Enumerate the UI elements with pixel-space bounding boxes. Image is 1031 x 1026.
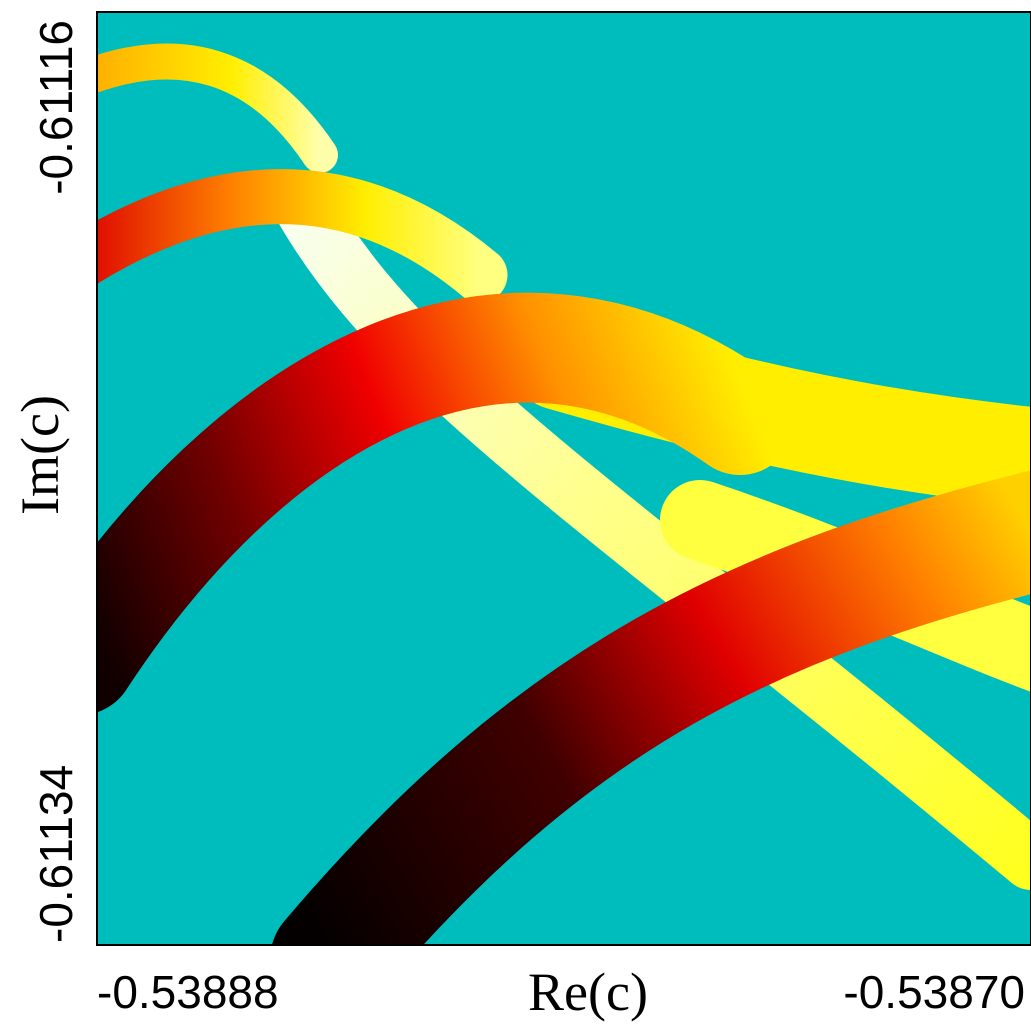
x-axis-label: Re(c) bbox=[528, 962, 648, 1022]
y-tick-label: -0.61134 bbox=[30, 765, 82, 943]
fractal-image bbox=[97, 43, 1031, 945]
x-tick-label: -0.53870 bbox=[843, 966, 1025, 1018]
y-axis-label: Im(c) bbox=[10, 395, 70, 515]
x-tick-label: -0.53888 bbox=[97, 966, 279, 1018]
y-tick-label: -0.61116 bbox=[30, 20, 82, 195]
plot-frame bbox=[96, 11, 1031, 946]
